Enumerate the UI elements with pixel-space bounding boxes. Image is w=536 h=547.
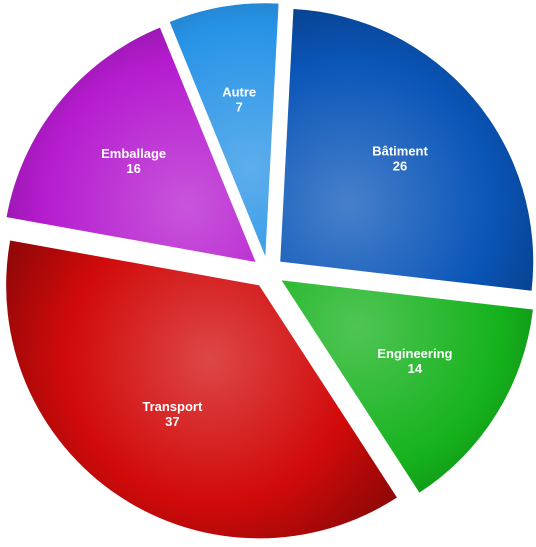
pie-slice-autre: [169, 3, 279, 257]
slice-value-autre: 7: [236, 100, 243, 115]
slice-value-engineering: 14: [408, 361, 423, 376]
pie-slice-batiment: [280, 9, 534, 291]
slice-label-batiment: Bâtiment: [372, 143, 428, 158]
slice-label-autre: Autre: [222, 85, 256, 100]
slice-label-emballage: Emballage: [101, 146, 166, 161]
slice-label-transport: Transport: [142, 399, 203, 414]
slice-value-transport: 37: [165, 414, 179, 429]
pie-slice-transport: [6, 240, 397, 539]
slice-value-batiment: 26: [393, 158, 407, 173]
pie-slices: [6, 3, 534, 539]
slice-label-engineering: Engineering: [377, 346, 452, 361]
pie-slice-engineering: [281, 280, 533, 493]
slice-value-emballage: 16: [126, 161, 140, 176]
pie-slice-emballage: [6, 27, 256, 262]
